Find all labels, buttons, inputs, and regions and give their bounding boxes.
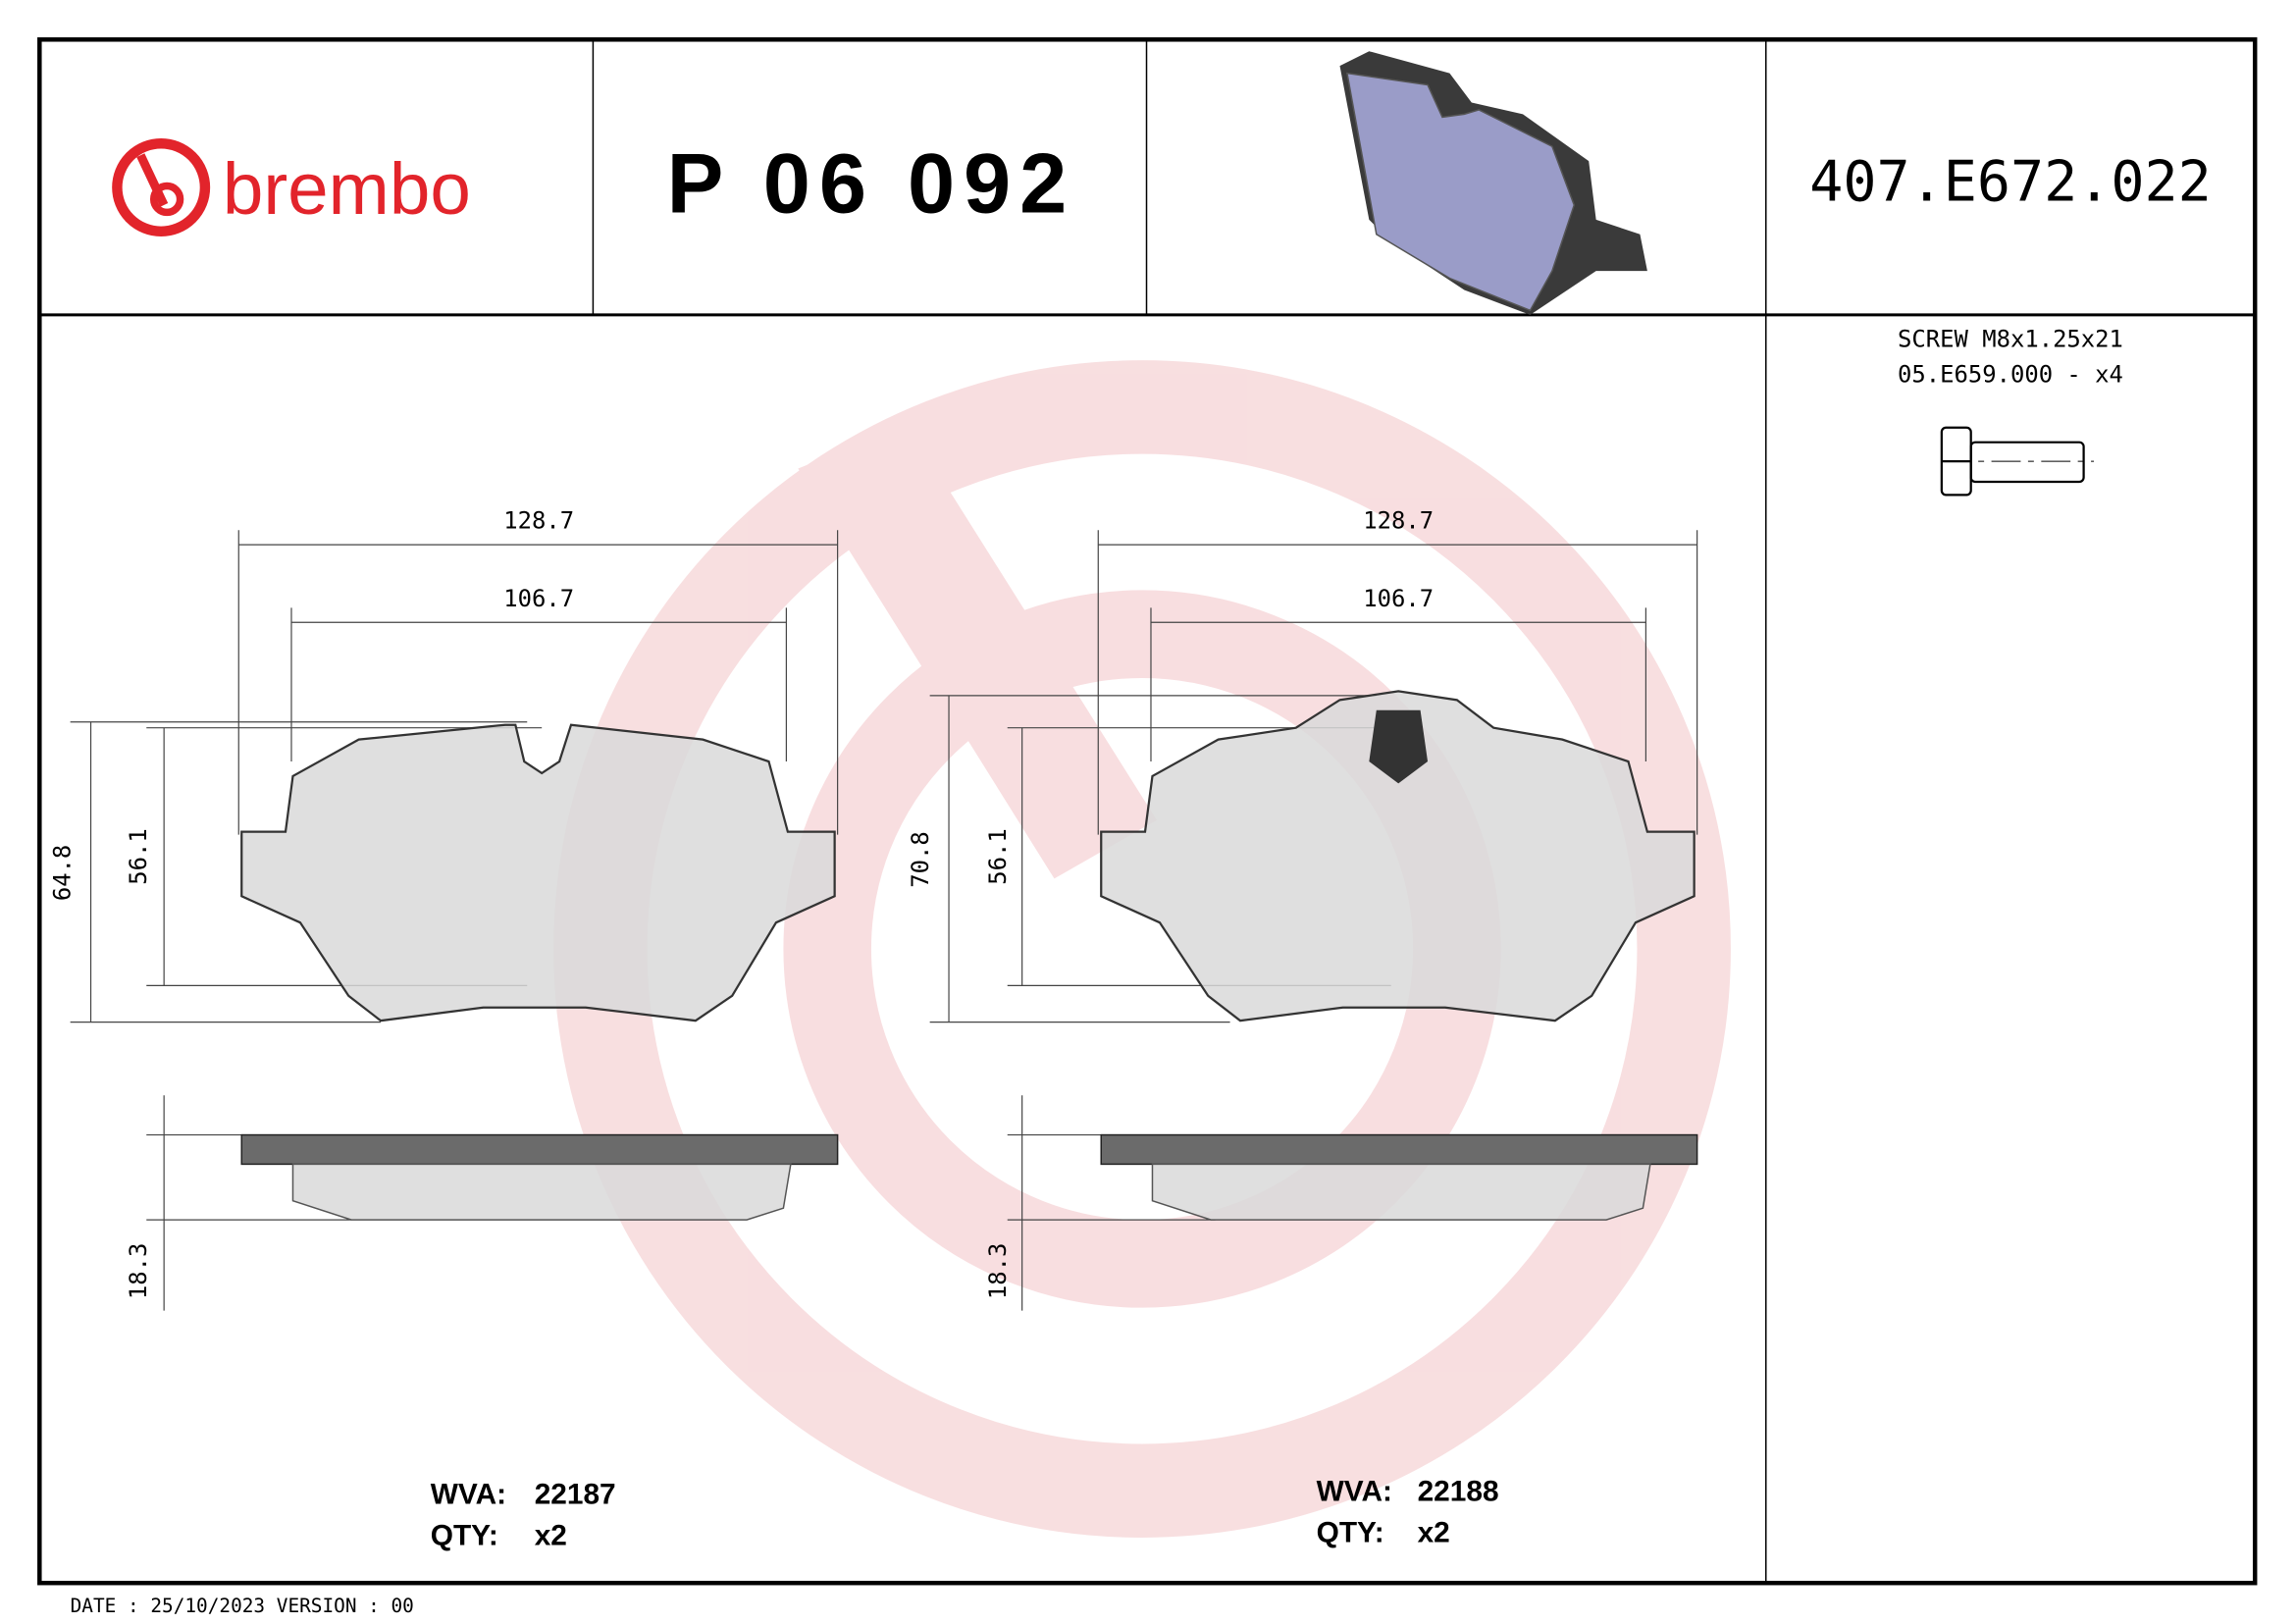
dimension-lines [70,530,839,1311]
wva-number: 22187 [535,1479,616,1511]
dim-thickness: 18.3 [984,1243,1012,1299]
qty-label: QTY: [1317,1516,1384,1548]
pad-backing-plate [1100,1133,1698,1166]
pad-front-view [240,723,836,1022]
pad-drawing-2: 128.7 106.7 70.8 56.1 18.3 WVA: 22188 QT… [907,507,1698,1548]
wva-label: WVA: [431,1479,506,1511]
dim-height-total: 70.8 [907,831,934,887]
dim-height-total: 64.8 [49,845,77,901]
date-version: DATE : 25/10/2023 VERSION : 00 [71,1595,414,1617]
pad-drawing-1: 128.7 106.7 64.8 56.1 18.3 WVA: 22187 QT… [49,507,839,1551]
dim-width-inner: 106.7 [503,585,574,612]
dim-width-inner: 106.7 [1363,585,1434,612]
qty-value: x2 [535,1519,567,1551]
wva-number: 22188 [1418,1476,1499,1508]
brand-wordmark: brembo [223,147,471,230]
pad-backing-plate [240,1133,839,1166]
pad-render-image [1339,51,1647,315]
dimension-lines [929,530,1698,1311]
dim-thickness: 18.3 [125,1243,152,1299]
brembo-logo: brembo [112,138,471,237]
dim-width-outer: 128.7 [503,507,574,535]
part-number: P 06 092 [667,136,1076,231]
dim-width-outer: 128.7 [1363,507,1434,535]
screw-icon [1940,426,2095,497]
qty-value: x2 [1418,1516,1450,1548]
screw-spec: SCREW M8x1.25x21 [1898,326,2123,353]
wva-label: WVA: [1317,1476,1392,1508]
wear-sensor-notch [1369,709,1429,784]
screw-code-qty: 05.E659.000 - x4 [1898,360,2123,388]
pad-front-view [1100,690,1696,1022]
pad-side-view [1151,1163,1651,1221]
pad-side-view [291,1163,792,1221]
dim-height-inner: 56.1 [125,828,152,884]
dim-height-inner: 56.1 [984,828,1012,884]
qty-label: QTY: [431,1519,498,1551]
reference-number: 407.E672.022 [1809,149,2212,214]
